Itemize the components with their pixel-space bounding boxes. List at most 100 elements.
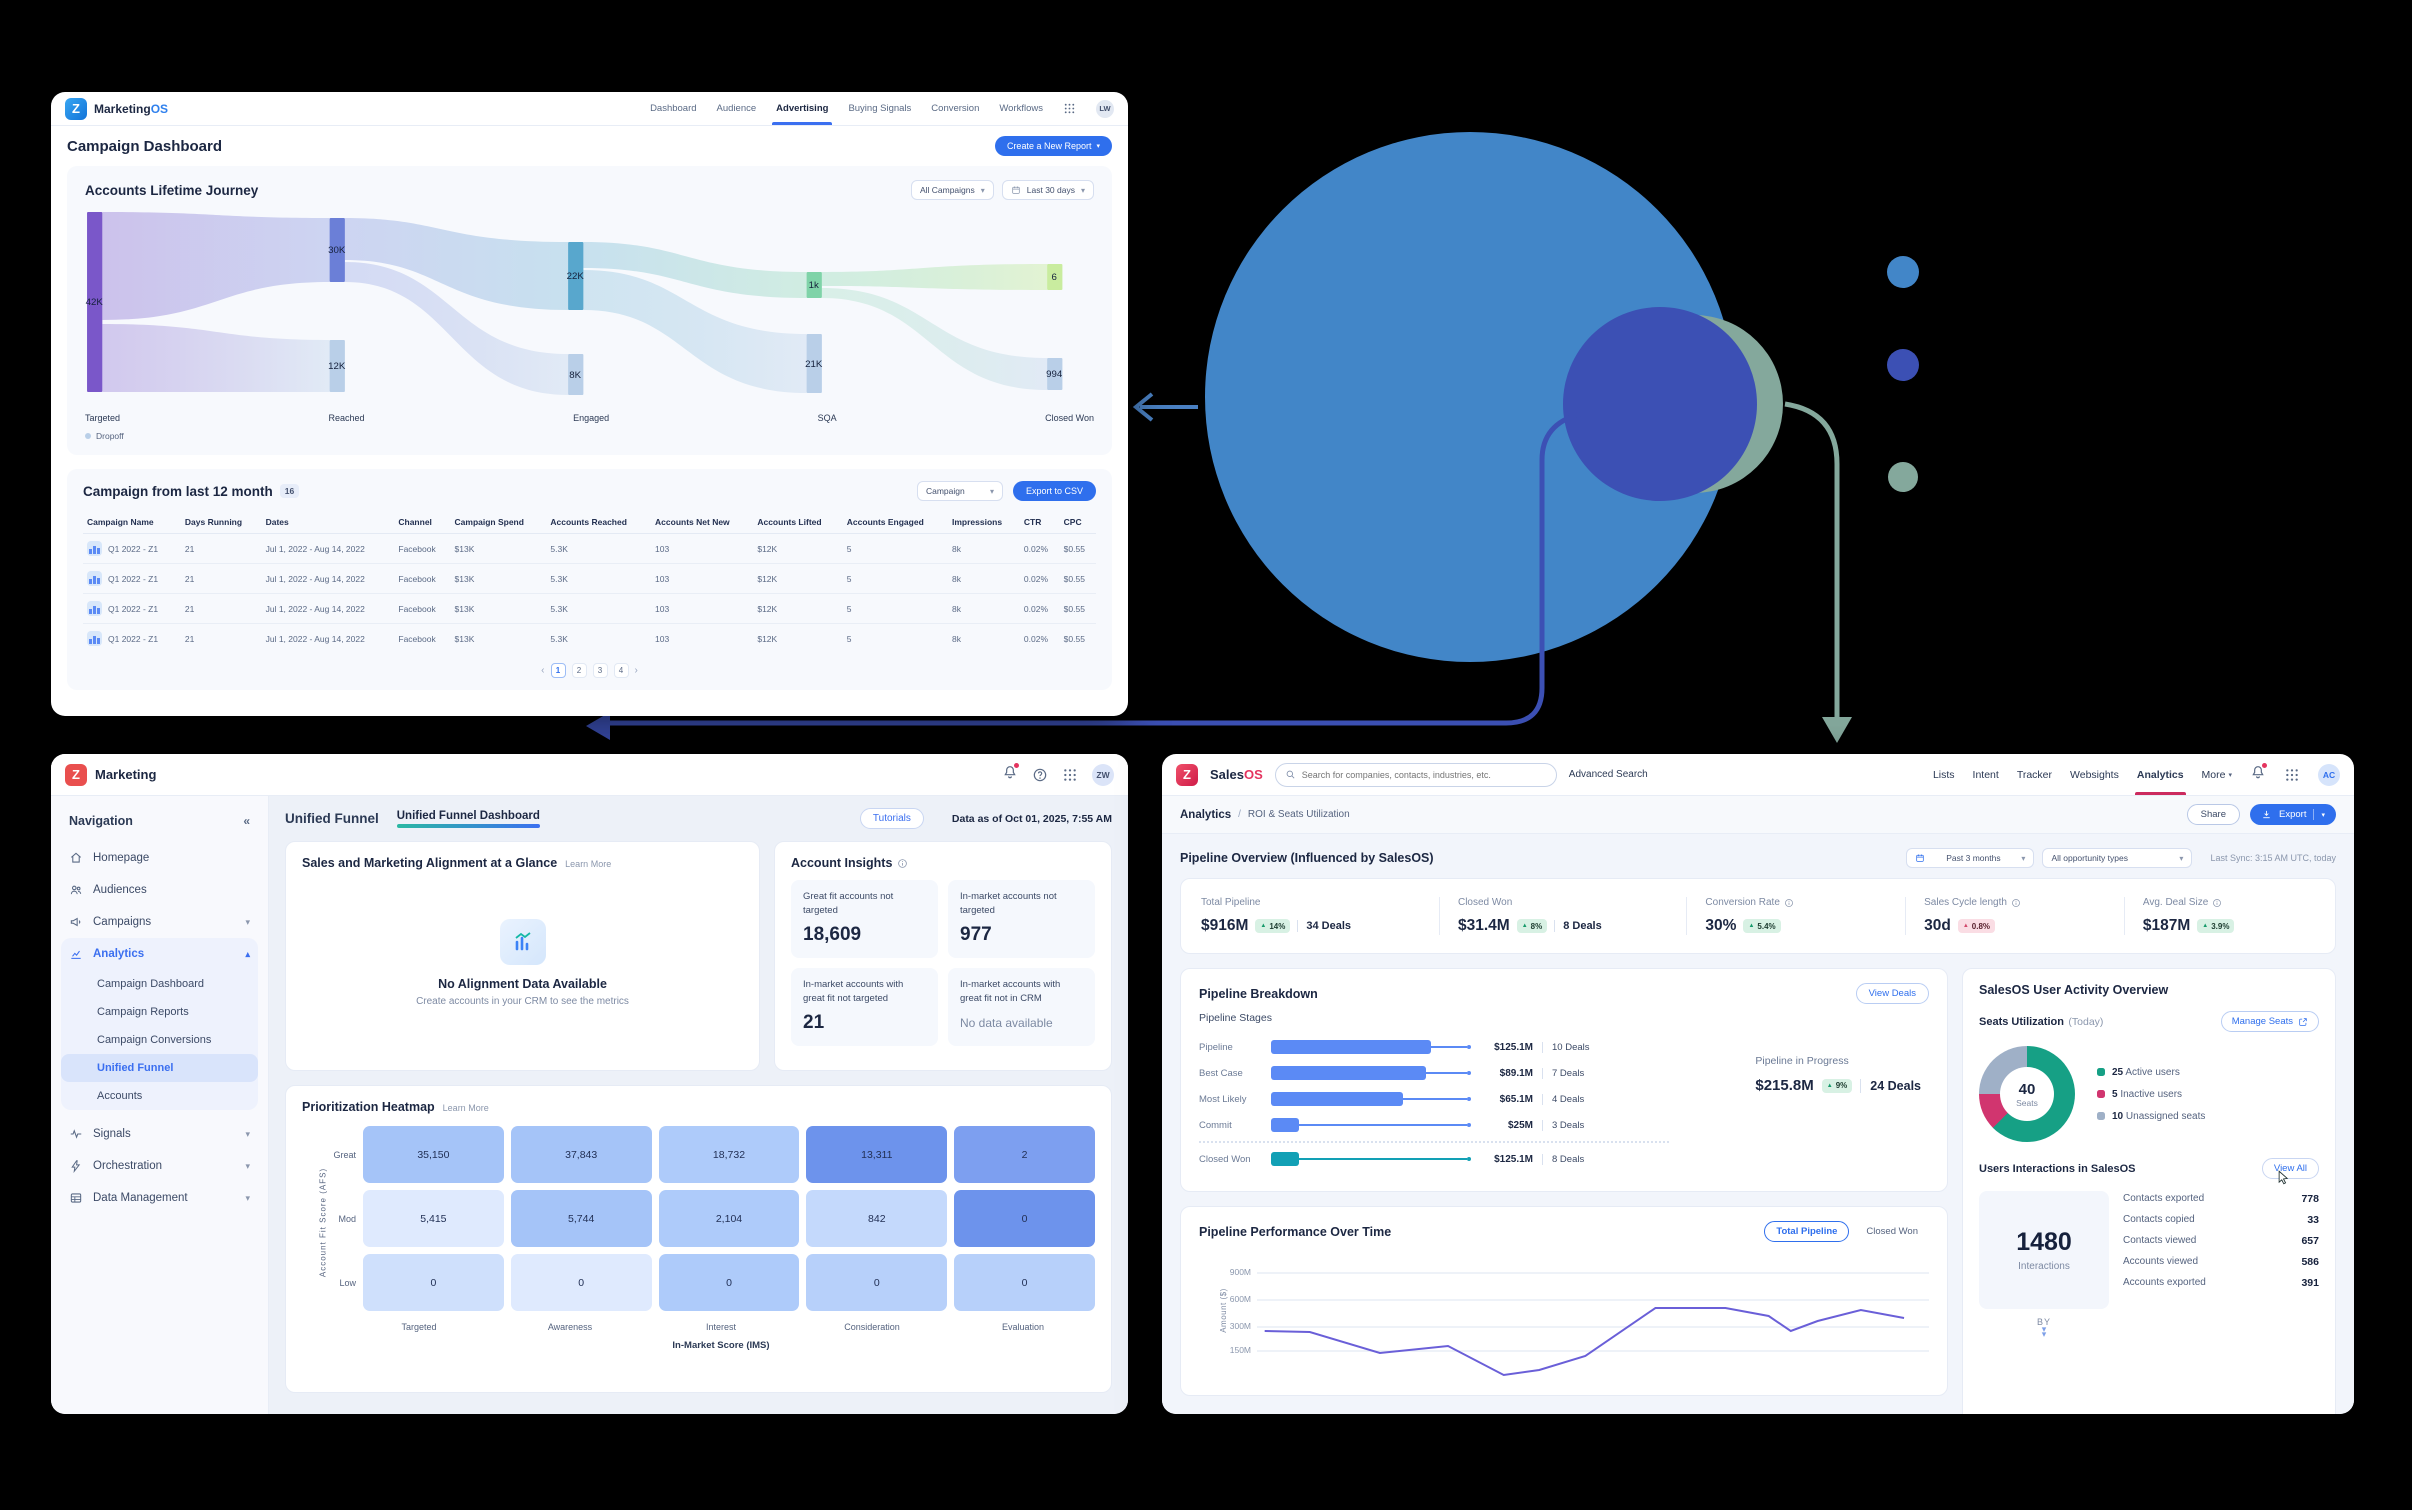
- nav-advertising[interactable]: Advertising: [772, 92, 833, 125]
- toggle-closed-won[interactable]: Closed Won: [1866, 1226, 1918, 1237]
- nav-more[interactable]: More ▾: [2201, 768, 2232, 781]
- sidebar-item-label: Analytics: [93, 948, 145, 960]
- view-all-button[interactable]: View All: [2261, 1158, 2319, 1179]
- create-report-button[interactable]: Create a New Report ▾: [994, 136, 1112, 156]
- heatmap-cell[interactable]: 13,311: [806, 1126, 948, 1183]
- sidebar-item-campaign-conversions[interactable]: Campaign Conversions: [97, 1034, 212, 1046]
- col-cpc: CPC: [1059, 511, 1096, 534]
- avatar[interactable]: AC: [2318, 763, 2340, 786]
- table-row[interactable]: Q1 2022 - Z1 21 Jul 1, 2022 - Aug 14, 202…: [83, 593, 1096, 624]
- learn-more-link[interactable]: Learn More: [442, 1103, 489, 1113]
- heatmap-cell[interactable]: 35,150: [363, 1126, 504, 1183]
- manage-seats-button[interactable]: Manage Seats: [2220, 1011, 2319, 1032]
- table-row[interactable]: Q1 2022 - Z1 21 Jul 1, 2022 - Aug 14, 202…: [83, 533, 1096, 564]
- page-4[interactable]: 4: [613, 663, 629, 678]
- legend-swatch: [2097, 1090, 2105, 1098]
- nav-intent[interactable]: Intent: [1972, 768, 1999, 781]
- nav-conversion[interactable]: Conversion: [931, 103, 980, 114]
- heatmap-cell[interactable]: 0: [806, 1254, 948, 1311]
- heatmap-cell[interactable]: 0: [954, 1190, 1095, 1247]
- campaign-filter-select[interactable]: All Campaigns ▾: [910, 180, 994, 200]
- nav-dashboard[interactable]: Dashboard: [650, 103, 697, 114]
- page-2[interactable]: 2: [571, 663, 587, 678]
- heatmap-cell[interactable]: 18,732: [658, 1126, 800, 1183]
- date-range-select[interactable]: Past 3 months ▾: [1906, 848, 2035, 868]
- by-expander[interactable]: BY ▾ ▾: [1979, 1317, 2109, 1339]
- sidebar-item-campaigns[interactable]: Campaigns ▾: [61, 906, 258, 938]
- app-grid-icon[interactable]: [2284, 767, 2300, 783]
- sidebar-item-audiences[interactable]: Audiences: [61, 874, 258, 906]
- marketingos-brand: MarketingOS: [94, 102, 168, 116]
- learn-more-link[interactable]: Learn More: [565, 859, 612, 869]
- sidebar-item-unified-funnel[interactable]: Unified Funnel: [61, 1054, 258, 1082]
- marketingos-logo: Z: [65, 97, 87, 120]
- heatmap-cell[interactable]: 2: [954, 1126, 1095, 1183]
- avatar[interactable]: ZW: [1092, 763, 1114, 786]
- salesos-content: Pipeline Overview (Influenced by SalesOS…: [1162, 834, 2354, 1414]
- marketing-brand: Marketing: [95, 767, 157, 782]
- app-grid-icon[interactable]: [1062, 767, 1078, 783]
- sidebar-item-homepage[interactable]: Homepage: [61, 842, 258, 874]
- heatmap-cell[interactable]: 0: [954, 1254, 1095, 1311]
- nav-buying-signals[interactable]: Buying Signals: [848, 103, 912, 114]
- heatmap-cell[interactable]: 5,744: [510, 1190, 652, 1247]
- insight-tile: In-market accounts with great fit not in…: [948, 968, 1095, 1046]
- sidebar-item-campaign-reports[interactable]: Campaign Reports: [97, 1006, 189, 1018]
- table-header-row: Campaign Name Days Running Dates Channel…: [83, 511, 1096, 534]
- collapse-sidebar-icon[interactable]: «: [243, 814, 250, 828]
- heatmap-cell[interactable]: 2,104: [658, 1190, 800, 1247]
- brand-suffix: OS: [1243, 767, 1263, 782]
- toggle-total-pipeline[interactable]: Total Pipeline: [1764, 1221, 1850, 1242]
- table-group-select[interactable]: Campaign ▾: [916, 481, 1003, 501]
- next-page-button[interactable]: ›: [634, 665, 638, 676]
- heatmap-xlabel: In-Market Score (IMS): [672, 1340, 770, 1351]
- share-button[interactable]: Share: [2186, 804, 2241, 825]
- nav-websights[interactable]: Websights: [2070, 768, 2119, 781]
- seats-total-label: Seats: [2016, 1097, 2038, 1108]
- sidebar-item-analytics[interactable]: Analytics ▴: [61, 938, 258, 970]
- table-row[interactable]: Q1 2022 - Z1 21 Jul 1, 2022 - Aug 14, 202…: [83, 563, 1096, 594]
- stage-reached: Reached: [328, 413, 365, 423]
- app-grid-icon[interactable]: [1063, 102, 1076, 115]
- insights-title: Account Insights: [791, 856, 893, 870]
- heatmap-cell[interactable]: 842: [806, 1190, 948, 1247]
- pulse-icon: [69, 1127, 83, 1141]
- avatar[interactable]: LW: [1096, 99, 1114, 118]
- heatmap-cell[interactable]: 37,843: [510, 1126, 652, 1183]
- sidebar-item-campaign-dashboard[interactable]: Campaign Dashboard: [97, 978, 205, 990]
- opportunity-type-select[interactable]: All opportunity types ▾: [2042, 848, 2193, 868]
- nav-workflows[interactable]: Workflows: [999, 103, 1043, 114]
- nav-lists[interactable]: Lists: [1932, 768, 1955, 781]
- sidebar-item-signals[interactable]: Signals ▾: [61, 1118, 258, 1150]
- notifications-button[interactable]: [1002, 763, 1019, 785]
- sidebar-item-orchestration[interactable]: Orchestration ▾: [61, 1150, 258, 1182]
- calendar-icon: [1915, 853, 1925, 863]
- sidebar-item-data-management[interactable]: Data Management ▾: [61, 1182, 258, 1214]
- nav-audience[interactable]: Audience: [716, 103, 757, 114]
- tab-unified-funnel-dashboard[interactable]: Unified Funnel Dashboard: [396, 810, 541, 828]
- page-3[interactable]: 3: [592, 663, 608, 678]
- notifications-button[interactable]: [2250, 763, 2267, 785]
- table-row[interactable]: Q1 2022 - Z1 21 Jul 1, 2022 - Aug 14, 202…: [83, 624, 1096, 654]
- nav-analytics[interactable]: Analytics: [2134, 754, 2186, 795]
- search-input[interactable]: [1301, 769, 1547, 780]
- tutorials-button[interactable]: Tutorials: [859, 808, 924, 829]
- date-filter-select[interactable]: Last 30 days ▾: [1001, 180, 1094, 200]
- heatmap-cell[interactable]: 0: [510, 1254, 652, 1311]
- heatmap-cell[interactable]: 0: [363, 1254, 504, 1311]
- heatmap-cell[interactable]: 5,415: [363, 1190, 504, 1247]
- export-button[interactable]: Export ▾: [2250, 804, 2336, 825]
- delta-badge: ▲ 9%: [1821, 1078, 1853, 1093]
- search-box[interactable]: [1274, 762, 1557, 787]
- breadcrumb-section[interactable]: Analytics: [1180, 808, 1232, 821]
- prev-page-button[interactable]: ‹: [541, 665, 545, 676]
- advanced-search-link[interactable]: Advanced Search: [1568, 769, 1648, 780]
- campaign-icon: [87, 631, 102, 646]
- view-deals-button[interactable]: View Deals: [1855, 983, 1929, 1004]
- nav-tracker[interactable]: Tracker: [2016, 768, 2053, 781]
- export-csv-button[interactable]: Export to CSV: [1012, 481, 1096, 501]
- sidebar-item-accounts[interactable]: Accounts: [97, 1090, 143, 1102]
- help-icon[interactable]: [1032, 767, 1048, 783]
- heatmap-cell[interactable]: 0: [658, 1254, 800, 1311]
- page-1[interactable]: 1: [550, 663, 566, 678]
